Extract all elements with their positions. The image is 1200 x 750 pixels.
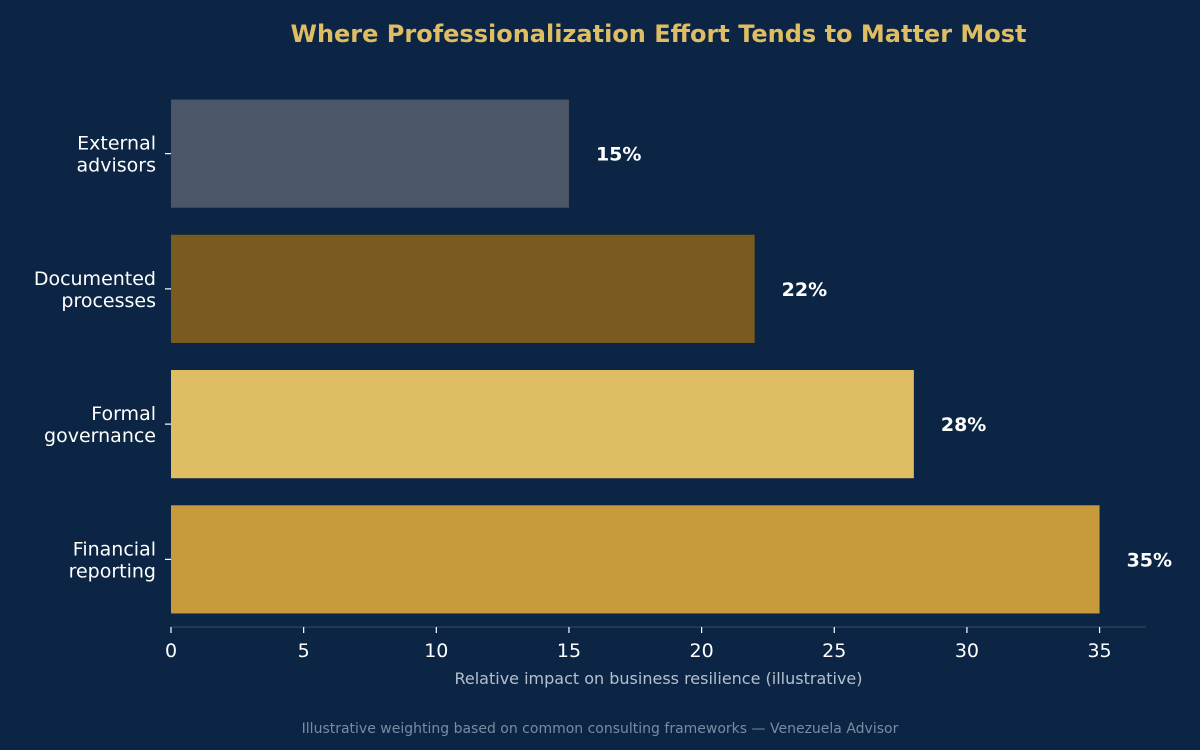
bar-value-label: 28% (941, 414, 986, 436)
bar (171, 505, 1100, 614)
x-tick-label: 5 (298, 640, 310, 662)
y-tick-label: Formal governance (44, 403, 156, 447)
bar (171, 234, 755, 343)
bar-value-label: 15% (596, 144, 641, 166)
y-tick-label: External advisors (77, 133, 156, 177)
x-tick-label: 20 (690, 640, 714, 662)
bar (171, 99, 569, 208)
x-tick-label: 15 (557, 640, 581, 662)
bar (171, 370, 914, 479)
x-tick-label: 35 (1087, 640, 1111, 662)
y-tick-label: Financial reporting (69, 538, 156, 582)
x-tick-label: 10 (424, 640, 448, 662)
x-tick-label: 0 (165, 640, 177, 662)
footnote: Illustrative weighting based on common c… (301, 721, 899, 737)
bar-value-label: 22% (782, 279, 827, 301)
x-tick-label: 30 (955, 640, 979, 662)
bar-value-label: 35% (1127, 549, 1172, 571)
y-tick-label: Documented processes (34, 268, 156, 312)
x-tick-label: 25 (822, 640, 846, 662)
x-axis-label: Relative impact on business resilience (… (454, 669, 862, 688)
chart-title: Where Professionalization Effort Tends t… (290, 20, 1027, 48)
